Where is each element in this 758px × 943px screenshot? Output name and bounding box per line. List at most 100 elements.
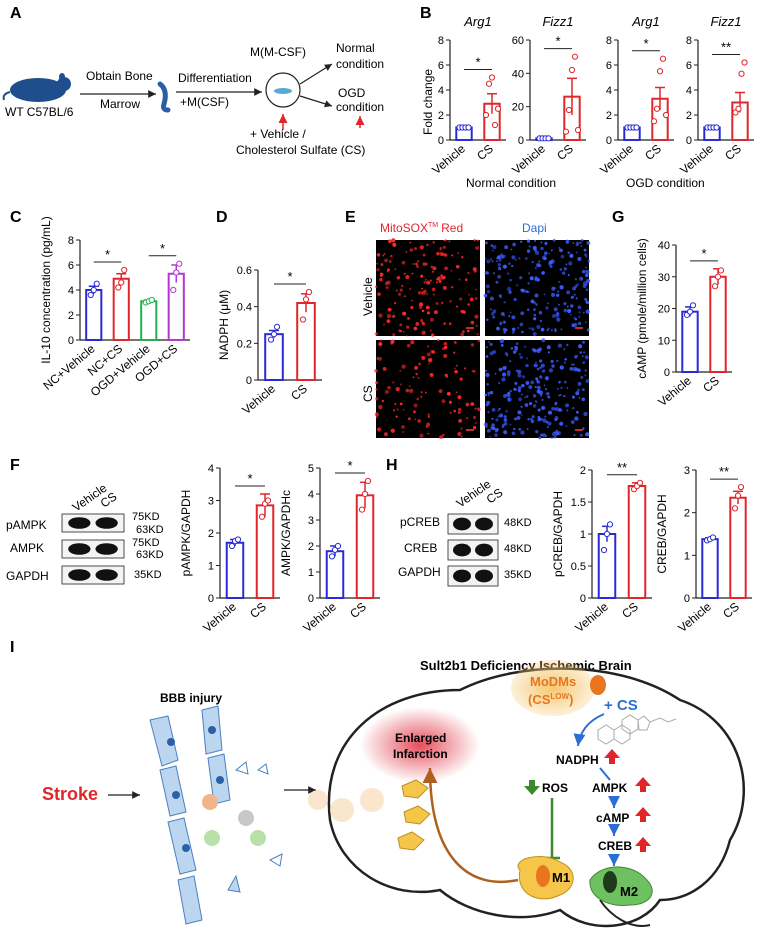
fluorescent-spot — [380, 272, 383, 276]
fluorescent-spot — [535, 377, 539, 381]
fluorescent-spot — [382, 254, 385, 257]
fluorescent-spot — [415, 264, 420, 268]
fluorescent-spot — [540, 394, 543, 397]
fluorescent-spot — [419, 245, 424, 250]
fluorescent-spot — [578, 315, 581, 318]
fluorescent-spot — [556, 293, 560, 297]
fluorescent-spot — [453, 351, 456, 354]
fluorescent-spot — [538, 311, 543, 315]
panel-f-western-blot: Vehicle CS pAMPK AMPK GAPDH 75KD 63KD 75… — [6, 481, 164, 585]
fluorescent-spot — [569, 253, 574, 258]
fluorescent-spot — [567, 251, 571, 254]
fluorescent-spot — [395, 387, 400, 392]
data-point — [711, 283, 719, 290]
fluorescent-spot — [486, 383, 489, 386]
fluorescent-spot — [581, 388, 585, 392]
fluorescent-spot — [420, 274, 424, 278]
data-point — [273, 323, 281, 330]
data-point — [735, 105, 742, 112]
fluorescent-spot — [520, 430, 525, 435]
fluorescent-spot — [581, 269, 586, 274]
fluorescent-spot — [520, 311, 525, 316]
fluorescent-spot — [558, 381, 561, 384]
y-tick-label: 0 — [208, 593, 214, 605]
data-point — [488, 74, 496, 81]
fluorescent-spot — [425, 425, 429, 429]
fluorescent-spot — [582, 340, 585, 344]
fluorescent-spot — [474, 314, 479, 319]
fluorescent-spot — [494, 433, 498, 437]
fluorescent-spot — [534, 267, 537, 270]
fluorescent-spot — [486, 318, 489, 322]
fluorescent-spot — [399, 323, 403, 327]
camp-label: cAMP — [596, 811, 629, 825]
fluorescent-spot — [531, 260, 534, 264]
data-point — [228, 542, 236, 550]
fluorescent-spot — [408, 385, 411, 388]
fluorescent-spot — [525, 381, 530, 385]
fluorescent-spot — [489, 296, 494, 301]
fluorescent-spot — [435, 301, 439, 305]
fluorescent-spot — [499, 254, 504, 259]
fluorescent-spot — [397, 292, 402, 296]
blot-f-mw-4: 63KD — [136, 549, 164, 561]
fluorescent-spot — [422, 253, 426, 257]
blot-h-row-gapdh: GAPDH — [398, 565, 441, 579]
fluorescent-spot — [396, 276, 401, 280]
fluorescent-spot — [461, 255, 464, 259]
creb-up-arrow-icon — [635, 837, 651, 852]
fluorescent-spot — [460, 435, 463, 438]
fluorescent-spot — [386, 319, 391, 324]
fluorescent-spot — [585, 379, 590, 383]
fluorescent-spot — [517, 389, 521, 393]
modms-label: (CSLOW) — [528, 692, 573, 707]
y-tick-label: 0 — [68, 335, 74, 347]
fluorescent-spot — [558, 247, 561, 249]
fluorescent-spot — [579, 433, 583, 437]
fluorescent-spot — [472, 425, 477, 430]
fluorescent-spot — [418, 305, 423, 310]
fluorescent-spot — [509, 423, 512, 426]
fluorescent-spot — [380, 339, 383, 342]
data-point — [485, 80, 493, 87]
fluorescent-spot — [577, 381, 582, 386]
fluorescent-spot — [582, 427, 585, 430]
fluorescent-spot — [490, 244, 494, 247]
chart-title: Arg1 — [463, 14, 491, 29]
fluorescent-spot — [410, 299, 413, 302]
fluorescent-spot — [514, 417, 517, 421]
fluorescent-spot — [544, 251, 547, 254]
fluorescent-spot — [439, 248, 442, 251]
fluorescent-spot — [442, 285, 447, 290]
fluorescent-spot — [575, 251, 578, 254]
fluorescent-spot — [576, 241, 579, 245]
modms-label-1: MoDMs — [530, 674, 576, 689]
fluorescent-spot — [417, 376, 420, 379]
panel-letter-d: D — [216, 209, 228, 226]
chart-f-pampk: 0 1 2 3 4 pAMPK/GAPDH Vehicle CS * — [179, 463, 280, 635]
fluorescent-spot — [543, 293, 546, 296]
data-point — [662, 111, 670, 119]
fluorescent-spot — [581, 355, 584, 358]
fluorescent-spot — [448, 240, 451, 243]
fluorescent-spot — [489, 435, 492, 438]
fluorescent-spot — [392, 409, 395, 412]
y-tick-label: 40 — [658, 240, 670, 252]
fluorescent-spot — [564, 358, 567, 361]
fluorescent-spot — [486, 259, 491, 264]
fluorescent-spot — [563, 267, 567, 271]
fluorescent-spot — [507, 272, 510, 275]
bar — [627, 485, 647, 599]
data-point — [650, 118, 658, 125]
significance-mark: ** — [617, 460, 627, 475]
fluorescent-spot — [577, 305, 582, 310]
fluorescent-spot — [566, 344, 569, 346]
data-point — [545, 135, 552, 142]
modms-label-2: (CS — [528, 692, 551, 707]
fluorescent-spot — [511, 327, 516, 331]
row-label-vehicle: Vehicle — [361, 277, 375, 316]
fluorescent-spot — [432, 350, 435, 353]
fluorescent-spot — [585, 288, 589, 292]
data-point — [258, 513, 266, 520]
